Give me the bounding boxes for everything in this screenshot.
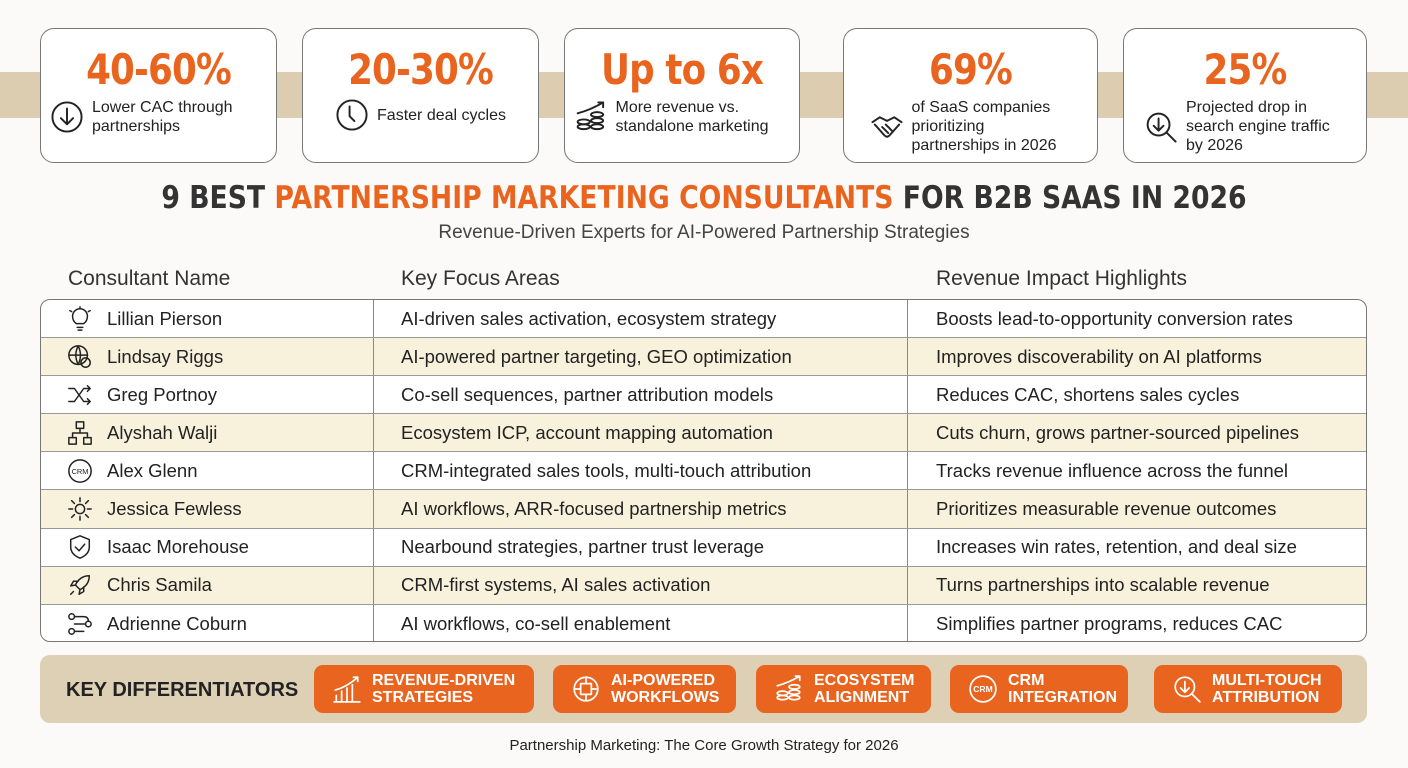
- differentiator-line1: REVENUE-DRIVEN: [372, 672, 516, 689]
- revenue-impact: Cuts churn, grows partner-sourced pipeli…: [936, 421, 1299, 443]
- stat-card: 20-30% Faster deal cycles: [302, 28, 539, 163]
- clock-icon: [336, 99, 368, 131]
- footer-text: Partnership Marketing: The Core Growth S…: [509, 737, 899, 754]
- table-row: Greg Portnoy Co-sell sequences, partner …: [41, 376, 1366, 415]
- differentiator-line1: ECOSYSTEM: [814, 672, 915, 689]
- focus-areas: CRM-first systems, AI sales activation: [374, 566, 908, 604]
- differentiator-line2: ALIGNMENT: [814, 689, 910, 706]
- header-consultant: Consultant Name: [68, 267, 231, 290]
- globe-icon: [68, 344, 91, 368]
- bar-chart-growth-icon: [333, 676, 361, 703]
- stat-card: 40-60% Lower CAC through partnerships: [40, 28, 277, 163]
- consultant-name: Jessica Fewless: [107, 498, 242, 520]
- search-down-icon: [1174, 676, 1201, 703]
- focus-areas: AI workflows, co-sell enablement: [374, 604, 908, 641]
- stat-label: More revenue vs. standalone marketing: [615, 99, 769, 135]
- consultant-name: Greg Portnoy: [107, 383, 218, 405]
- focus-areas: AI-driven sales activation, ecosystem st…: [374, 300, 908, 338]
- focus-areas: Nearbound strategies, partner trust leve…: [374, 528, 908, 566]
- header-impact: Revenue Impact Highlights: [936, 267, 1187, 290]
- focus-areas: CRM-integrated sales tools, multi-touch …: [374, 452, 908, 490]
- consultant-name: Lindsay Riggs: [107, 345, 224, 367]
- table-row: CRM Alex Glenn CRM-integrated sales tools…: [41, 452, 1366, 491]
- table-row: Lillian Pierson AI-driven sales activati…: [41, 300, 1366, 339]
- focus-areas: Co-sell sequences, partner attribution m…: [374, 376, 908, 414]
- svg-text:CRM: CRM: [973, 684, 993, 694]
- focus-areas: Ecosystem ICP, account mapping automatio…: [374, 414, 908, 452]
- stat-card: Up to 6x More revenue vs. standalone mar…: [564, 28, 800, 163]
- revenue-impact: Turns partnerships into scalable revenue: [936, 574, 1270, 596]
- consultant-name: Isaac Morehouse: [107, 536, 249, 558]
- differentiator-line1: CRM: [1008, 672, 1045, 689]
- ai-brain-icon: [573, 676, 599, 702]
- shuffle-icon: [68, 384, 91, 405]
- coins-growth-icon: [576, 101, 604, 131]
- differentiator-line2: STRATEGIES: [372, 689, 474, 706]
- differentiator-line2: ATTRIBUTION: [1212, 689, 1320, 706]
- consultant-name: Adrienne Coburn: [107, 612, 247, 634]
- differentiator-pill: REVENUE-DRIVEN STRATEGIES: [314, 665, 534, 713]
- search-down-icon: [1146, 112, 1177, 143]
- stat-value: 40-60%: [86, 45, 232, 94]
- table-row: Chris Samila CRM-first systems, AI sales…: [41, 566, 1366, 605]
- gear-icon: [68, 497, 92, 521]
- consultant-name: Lillian Pierson: [107, 307, 223, 329]
- page-title: 9 BEST PARTNERSHIP MARKETING CONSULTANTS…: [161, 180, 1247, 216]
- stat-label: of SaaS companies prioritizing partnersh…: [911, 99, 1057, 154]
- hierarchy-icon: [68, 420, 92, 445]
- differentiator-line2: INTEGRATION: [1008, 689, 1118, 706]
- crm-icon: CRM: [68, 459, 92, 483]
- revenue-impact: Boosts lead-to-opportunity conversion ra…: [936, 307, 1293, 329]
- page-subtitle: Revenue-Driven Experts for AI-Powered Pa…: [438, 222, 970, 243]
- workflow-icon: [68, 612, 92, 635]
- stat-value: 25%: [1203, 45, 1288, 94]
- revenue-impact: Prioritizes measurable revenue outcomes: [936, 498, 1277, 520]
- differentiators-label: KEY DIFFERENTIATORS: [66, 679, 299, 701]
- differentiator-line1: AI-POWERED: [611, 672, 715, 689]
- focus-areas: AI-powered partner targeting, GEO optimi…: [374, 338, 908, 376]
- header-focus: Key Focus Areas: [401, 267, 560, 290]
- stat-value: Up to 6x: [600, 45, 764, 94]
- coins-growth-icon: [776, 675, 801, 701]
- differentiator-pill: AI-POWERED WORKFLOWS: [553, 665, 736, 713]
- revenue-impact: Reduces CAC, shortens sales cycles: [936, 383, 1240, 405]
- stat-label: Faster deal cycles: [377, 106, 506, 124]
- stat-value: 20-30%: [348, 45, 494, 94]
- consultants-table: Lillian Pierson AI-driven sales activati…: [40, 299, 1367, 642]
- differentiator-pill: CRM CRM INTEGRATION: [950, 665, 1128, 713]
- differentiator-line1: MULTI-TOUCH: [1212, 672, 1322, 689]
- stat-label: Lower CAC through partnerships: [92, 99, 233, 135]
- arrow-down-circle-icon: [51, 101, 83, 133]
- revenue-impact: Improves discoverability on AI platforms: [936, 345, 1262, 367]
- crm-icon: CRM: [969, 675, 997, 703]
- stat-value: 69%: [929, 45, 1013, 94]
- revenue-impact: Tracks revenue influence across the funn…: [936, 459, 1289, 481]
- consultant-name: Chris Samila: [107, 574, 212, 596]
- handshake-icon: [870, 115, 903, 138]
- stat-card: 25% Projected drop in search engine traf…: [1123, 28, 1367, 163]
- differentiator-line2: WORKFLOWS: [611, 689, 720, 706]
- table-row: Isaac Morehouse Nearbound strategies, pa…: [41, 528, 1366, 567]
- differentiator-pill: MULTI-TOUCH ATTRIBUTION: [1154, 665, 1342, 713]
- focus-areas: AI workflows, ARR-focused partnership me…: [374, 490, 908, 528]
- differentiators-bar: KEY DIFFERENTIATORS REVENUE-DRIVEN STRATE…: [40, 655, 1367, 723]
- stat-label: Projected drop in search engine traffic …: [1186, 99, 1330, 154]
- table-row: Adrienne Coburn AI workflows, co-sell en…: [41, 604, 1366, 641]
- shield-icon: [69, 535, 91, 559]
- lightbulb-icon: [69, 305, 91, 331]
- differentiator-pill: ECOSYSTEM ALIGNMENT: [756, 665, 931, 713]
- table-row: Jessica Fewless AI workflows, ARR-focuse…: [41, 490, 1366, 529]
- revenue-impact: Simplifies partner programs, reduces CAC: [936, 612, 1283, 634]
- revenue-impact: Increases win rates, retention, and deal…: [936, 536, 1297, 558]
- svg-text:CRM: CRM: [72, 467, 89, 476]
- consultant-name: Alyshah Walji: [107, 421, 218, 443]
- stat-card: 69% of SaaS companies prioritizing partn…: [843, 28, 1098, 163]
- consultant-name: Alex Glenn: [107, 459, 198, 481]
- rocket-icon: [69, 575, 91, 596]
- table-row: Lindsay Riggs AI-powered partner targeti…: [41, 338, 1366, 377]
- table-row: Alyshah Walji Ecosystem ICP, account map…: [41, 414, 1366, 453]
